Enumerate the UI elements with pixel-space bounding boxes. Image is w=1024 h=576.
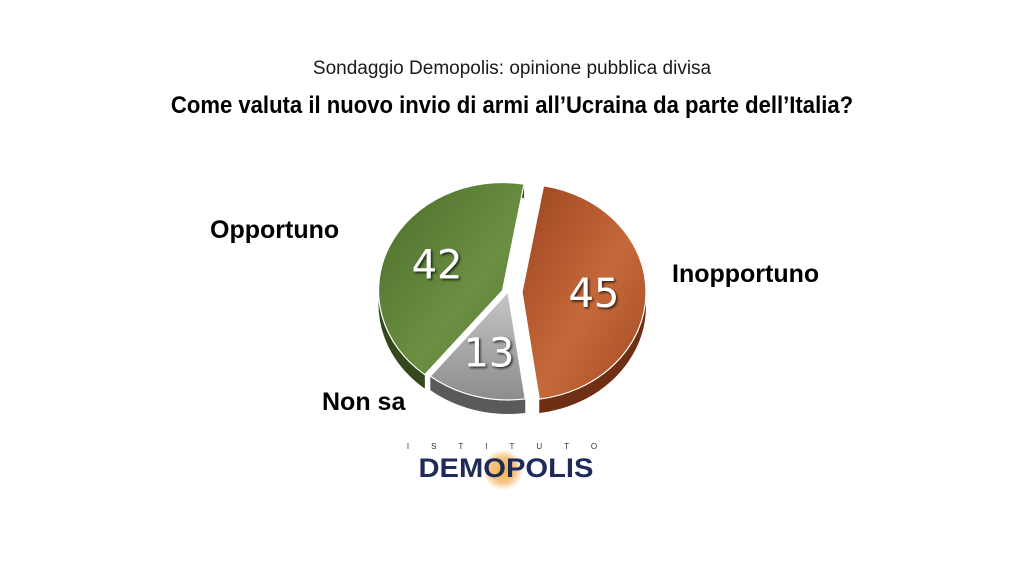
- pie-slice-opportuno: [377, 181, 525, 376]
- pie-slice-inopportuno: [521, 185, 647, 400]
- category-label-opportuno: Opportuno: [210, 216, 340, 244]
- logo-top-text: ISTITUTO: [406, 442, 620, 451]
- logo-glow: [483, 450, 523, 490]
- chart-title: Come valuta il nuovo invio di armi all’U…: [170, 92, 854, 119]
- data-label-non-sa: 13: [463, 330, 514, 376]
- data-label-opportuno: 42: [412, 243, 463, 289]
- demopolis-logo: ISTITUTO DEMOPOLIS: [390, 442, 622, 490]
- pie-slice-side-non-sa: [430, 376, 526, 414]
- subtitle: Sondaggio Demopolis: opinione pubblica d…: [312, 58, 712, 79]
- category-label-non-sa: Non sa: [322, 388, 406, 416]
- category-label-inopportuno: Inopportuno: [672, 260, 820, 288]
- pie-slice-non-sa: [429, 290, 526, 401]
- logo-main-text: DEMOPOLIS: [418, 453, 594, 483]
- data-label-inopportuno: 45: [568, 271, 619, 317]
